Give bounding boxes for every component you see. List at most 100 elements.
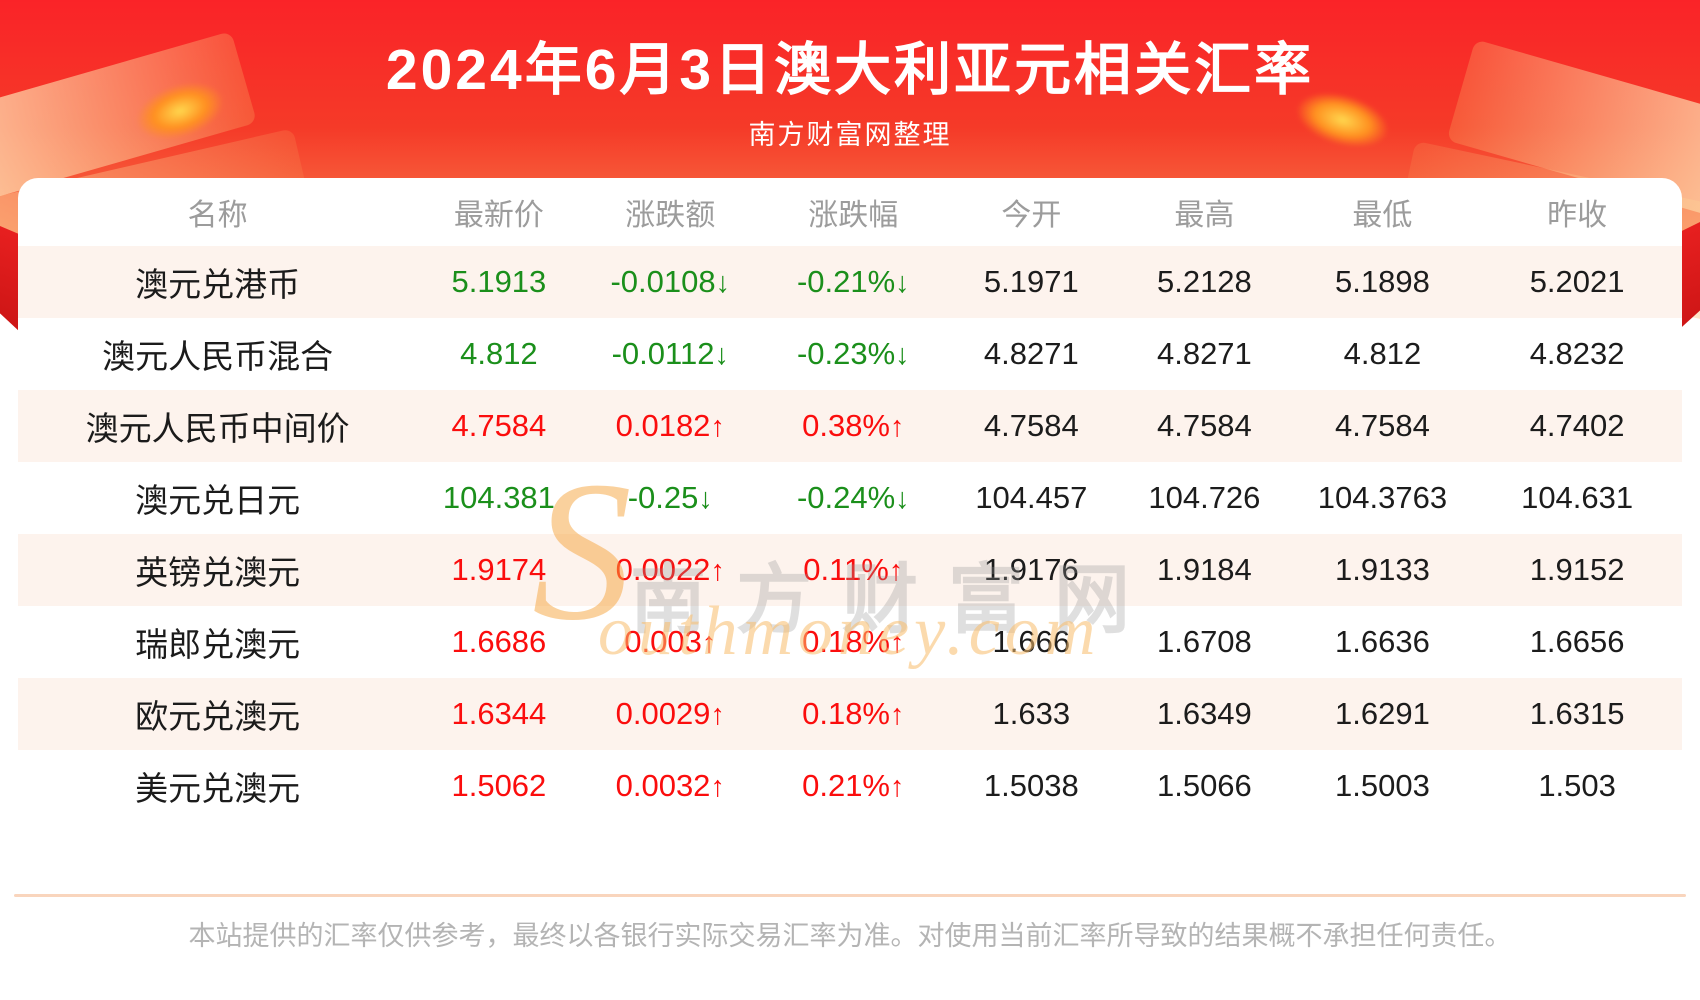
open-price: 4.7584 [983,408,1079,443]
up-arrow-icon: ↑ [710,699,725,731]
up-arrow-icon: ↑ [890,771,905,803]
table-row: 欧元兑澳元 1.6344 0.0029↑ 0.18%↑ 1.633 1.6349 1.629… [18,678,1682,750]
footer-disclaimer: 本站提供的汇率仅供参考，最终以各银行实际交易汇率为准。对使用当前汇率所导致的结果… [188,921,1512,951]
up-arrow-icon: ↑ [710,555,725,587]
currency-pair-name: 澳元兑港币 [135,266,301,303]
table-body: 澳元兑港币 5.1913 -0.0108↓ -0.21%↓ 5.1971 5.2128 5.… [18,246,1682,822]
change-percent: 0.11%↑ [803,552,904,587]
table-row: 澳元人民币中间价 4.7584 0.0182↑ 0.38%↑ 4.7584 4.7584 4… [18,390,1682,462]
prev-close-price: 1.6315 [1529,696,1625,731]
open-price: 5.1971 [983,264,1079,299]
column-header-4: 今开 [1001,199,1062,232]
open-price: 4.8271 [983,336,1079,371]
change-percent: 0.18%↑ [802,696,905,731]
prev-close-price: 1.503 [1538,768,1616,803]
open-price: 1.633 [992,696,1071,731]
down-arrow-icon: ↓ [895,483,910,515]
open-price: 1.9176 [983,552,1079,587]
change-amount: 0.0182↑ [615,408,725,443]
latest-price: 5.1913 [451,264,547,299]
up-arrow-icon: ↑ [710,771,725,803]
high-price: 104.726 [1148,480,1261,515]
table-row: 澳元人民币混合 4.812 -0.0112↓ -0.23%↓ 4.8271 4.8271 4… [18,318,1682,390]
rates-table-card: 名称 最新价 涨跌额 涨跌幅 今开 最高 最低 昨收 澳元兑港币 5.1913 -0.0108↓ -… [18,178,1682,822]
change-percent: 0.38%↑ [802,408,905,443]
change-percent: -0.23%↓ [796,336,910,371]
change-amount: 0.0029↑ [615,696,725,731]
latest-price: 1.9174 [451,552,547,587]
high-price: 4.7584 [1156,408,1252,443]
page-subtitle: 南方财富网整理 [748,120,952,150]
prev-close-price: 4.7402 [1529,408,1625,443]
table-row: 英镑兑澳元 1.9174 0.0022↑ 0.11%↑ 1.9176 1.9184 1.91… [18,534,1682,606]
down-arrow-icon: ↓ [715,267,731,299]
prev-close-price: 1.9152 [1529,552,1625,587]
page-title: 2024年6月3日澳大利亚元相关汇率 [385,38,1315,102]
column-header-5: 最高 [1174,199,1235,232]
table-header-row: 名称 最新价 涨跌额 涨跌幅 今开 最高 最低 昨收 [18,178,1682,246]
open-price: 1.666 [992,624,1071,659]
high-price: 4.8271 [1156,336,1252,371]
up-arrow-icon: ↑ [890,411,905,443]
table-row: 美元兑澳元 1.5062 0.0032↑ 0.21%↑ 1.5038 1.5066 1.50… [18,750,1682,822]
low-price: 5.1898 [1335,264,1430,299]
latest-price: 4.812 [460,336,538,371]
low-price: 1.5003 [1335,768,1430,803]
up-arrow-icon: ↑ [701,627,717,659]
high-price: 1.5066 [1156,768,1252,803]
column-header-3: 涨跌幅 [808,199,899,232]
currency-pair-name: 美元兑澳元 [135,770,301,807]
high-price: 1.6349 [1156,696,1252,731]
latest-price: 1.6344 [451,696,547,731]
table-row: 瑞郎兑澳元 1.6686 0.003↑ 0.18%↑ 1.666 1.6708 1.6636… [18,606,1682,678]
footer-divider [14,894,1686,897]
change-amount: 0.003↑ [624,624,717,659]
column-header-6: 最低 [1352,199,1413,232]
latest-price: 104.381 [442,480,555,515]
latest-price: 1.6686 [451,624,547,659]
change-amount: 0.0032↑ [615,768,725,803]
change-percent: -0.21%↓ [796,264,910,299]
down-arrow-icon: ↓ [895,339,910,371]
prev-close-price: 4.8232 [1529,336,1625,371]
latest-price: 4.7584 [451,408,547,443]
column-header-7: 昨收 [1547,199,1608,232]
down-arrow-icon: ↓ [895,267,910,299]
column-header-0: 名称 [187,199,248,232]
open-price: 1.5038 [983,768,1079,803]
high-price: 1.9184 [1156,552,1252,587]
currency-pair-name: 澳元人民币中间价 [85,410,350,447]
currency-pair-name: 英镑兑澳元 [135,554,301,591]
table-row: 澳元兑日元 104.381 -0.25↓ -0.24%↓ 104.457 104.726 1… [18,462,1682,534]
high-price: 1.6708 [1156,624,1252,659]
low-price: 104.3763 [1317,480,1448,515]
low-price: 1.6291 [1335,696,1430,731]
change-amount: -0.0108↓ [610,264,731,299]
table-row: 澳元兑港币 5.1913 -0.0108↓ -0.21%↓ 5.1971 5.2128 5.… [18,246,1682,318]
change-amount: 0.0022↑ [615,552,725,587]
prev-close-price: 104.631 [1521,480,1634,515]
currency-pair-name: 瑞郎兑澳元 [135,626,301,663]
prev-close-price: 1.6656 [1529,624,1625,659]
change-percent: 0.18%↑ [802,624,905,659]
low-price: 1.9133 [1335,552,1430,587]
open-price: 104.457 [975,480,1088,515]
currency-pair-name: 澳元兑日元 [135,482,301,519]
column-header-1: 最新价 [453,199,544,232]
up-arrow-icon: ↑ [888,555,904,587]
up-arrow-icon: ↑ [890,699,905,731]
column-header-2: 涨跌额 [625,199,716,232]
latest-price: 1.5062 [451,768,547,803]
low-price: 1.6636 [1335,624,1430,659]
low-price: 4.7584 [1335,408,1430,443]
high-price: 5.2128 [1156,264,1252,299]
low-price: 4.812 [1343,336,1422,371]
up-arrow-icon: ↑ [890,627,905,659]
down-arrow-icon: ↓ [698,483,713,515]
change-amount: -0.0112↓ [611,336,729,371]
currency-pair-name: 澳元人民币混合 [102,338,334,375]
change-percent: 0.21%↑ [802,768,905,803]
currency-pair-name: 欧元兑澳元 [135,698,301,735]
change-percent: -0.24%↓ [796,480,910,515]
